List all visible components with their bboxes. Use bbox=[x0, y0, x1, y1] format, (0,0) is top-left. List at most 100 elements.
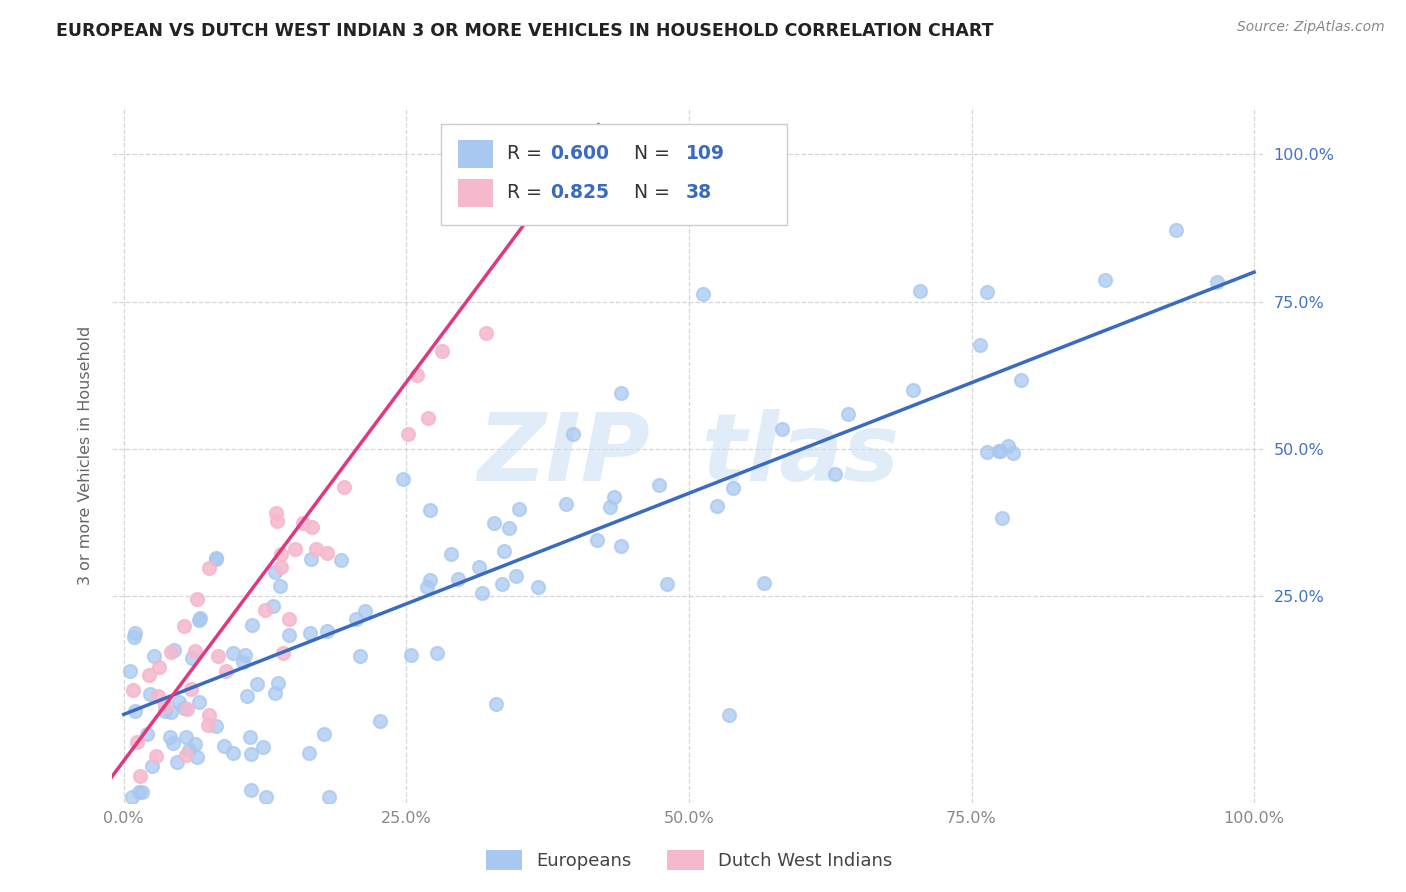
Point bbox=[145, 748, 167, 763]
Point bbox=[468, 560, 491, 574]
Point bbox=[354, 604, 377, 618]
Point bbox=[167, 695, 190, 709]
Point bbox=[603, 490, 626, 504]
Point bbox=[706, 499, 728, 513]
Point bbox=[266, 514, 288, 528]
Text: N =: N = bbox=[621, 183, 676, 202]
Point bbox=[997, 439, 1019, 453]
Point bbox=[482, 516, 505, 530]
Point bbox=[264, 506, 287, 520]
Point bbox=[205, 551, 228, 566]
Point bbox=[419, 573, 441, 587]
Text: 109: 109 bbox=[686, 145, 724, 163]
Point bbox=[239, 747, 262, 761]
Point bbox=[657, 576, 679, 591]
Point bbox=[162, 736, 184, 750]
Point bbox=[142, 649, 165, 664]
Point bbox=[267, 676, 290, 690]
Point bbox=[292, 516, 315, 531]
Point bbox=[837, 407, 859, 421]
Point bbox=[475, 326, 498, 340]
Point bbox=[246, 676, 269, 690]
Point bbox=[128, 769, 150, 783]
Point bbox=[752, 575, 775, 590]
Point bbox=[159, 730, 181, 744]
Point bbox=[396, 427, 419, 442]
Point bbox=[254, 789, 277, 804]
Point bbox=[174, 730, 197, 744]
Point bbox=[222, 747, 245, 761]
Text: 38: 38 bbox=[686, 183, 711, 202]
Point bbox=[471, 586, 494, 600]
Point bbox=[188, 613, 211, 627]
Y-axis label: 3 or more Vehicles in Household: 3 or more Vehicles in Household bbox=[79, 326, 93, 584]
Point bbox=[988, 444, 1011, 458]
Point bbox=[127, 735, 149, 749]
Point bbox=[447, 573, 470, 587]
Point bbox=[124, 626, 146, 640]
Point bbox=[1010, 373, 1032, 387]
Point bbox=[610, 386, 633, 401]
Point bbox=[599, 500, 621, 514]
Point bbox=[278, 628, 301, 642]
Point bbox=[204, 719, 226, 733]
Point bbox=[176, 702, 198, 716]
Text: R =: R = bbox=[506, 145, 548, 163]
Point bbox=[262, 599, 284, 613]
Point bbox=[183, 643, 205, 657]
Point bbox=[118, 664, 141, 678]
Point bbox=[526, 580, 548, 594]
Point bbox=[416, 580, 439, 594]
Point bbox=[426, 646, 449, 660]
Point bbox=[318, 789, 340, 804]
Point bbox=[440, 547, 463, 561]
Point bbox=[505, 569, 527, 583]
Point bbox=[1094, 273, 1116, 287]
Point bbox=[494, 544, 516, 558]
Point bbox=[186, 592, 208, 607]
Legend: Europeans, Dutch West Indians: Europeans, Dutch West Indians bbox=[478, 843, 900, 877]
Point bbox=[148, 659, 170, 673]
Point bbox=[128, 785, 150, 799]
Point bbox=[173, 701, 195, 715]
Point bbox=[239, 730, 262, 744]
Point bbox=[131, 785, 153, 799]
Text: N =: N = bbox=[621, 145, 676, 163]
Point bbox=[333, 481, 356, 495]
FancyBboxPatch shape bbox=[458, 140, 494, 168]
Point bbox=[901, 383, 924, 397]
Point bbox=[207, 648, 229, 663]
Point bbox=[184, 737, 207, 751]
Point bbox=[349, 648, 371, 663]
Point bbox=[969, 338, 991, 352]
Point bbox=[138, 668, 160, 682]
Point bbox=[174, 748, 197, 763]
Point bbox=[273, 646, 295, 660]
Point bbox=[298, 625, 321, 640]
Point bbox=[122, 630, 145, 644]
Point bbox=[508, 501, 530, 516]
Text: 0.825: 0.825 bbox=[551, 183, 610, 202]
FancyBboxPatch shape bbox=[441, 124, 787, 226]
Point bbox=[166, 755, 188, 769]
Point bbox=[908, 284, 931, 298]
Point bbox=[180, 682, 202, 697]
Point bbox=[179, 742, 201, 756]
Point bbox=[264, 686, 287, 700]
Text: EUROPEAN VS DUTCH WEST INDIAN 3 OR MORE VEHICLES IN HOUSEHOLD CORRELATION CHART: EUROPEAN VS DUTCH WEST INDIAN 3 OR MORE … bbox=[56, 22, 994, 40]
Point bbox=[180, 651, 202, 665]
Point bbox=[721, 481, 744, 495]
Point bbox=[163, 642, 186, 657]
Point bbox=[418, 411, 440, 425]
Point bbox=[138, 687, 160, 701]
Point bbox=[205, 552, 228, 566]
Point bbox=[430, 343, 453, 358]
Point bbox=[277, 612, 299, 626]
Point bbox=[197, 561, 219, 575]
Point bbox=[270, 560, 292, 574]
Point bbox=[561, 427, 583, 442]
Point bbox=[610, 539, 633, 553]
Point bbox=[186, 749, 208, 764]
Point bbox=[159, 644, 181, 658]
Point bbox=[197, 708, 219, 723]
